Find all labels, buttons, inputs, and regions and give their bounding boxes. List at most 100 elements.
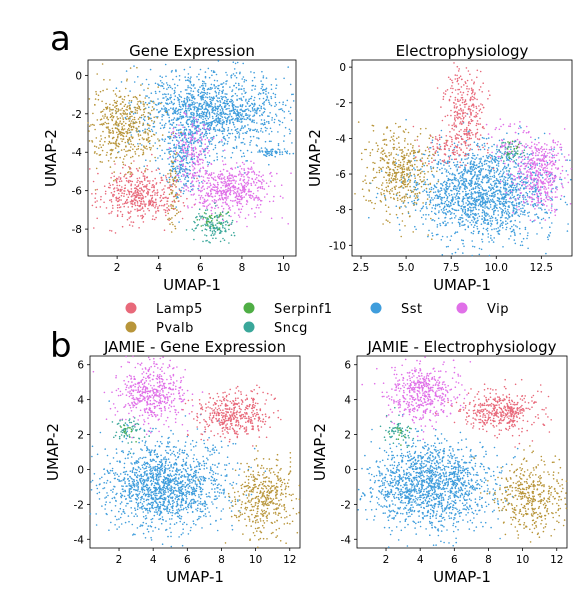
scatter-point [152,133,155,136]
scatter-point [500,208,502,210]
scatter-point [234,192,237,194]
scatter-point [292,152,295,155]
scatter-point [221,122,224,124]
scatter-point [433,220,436,222]
scatter-point [542,217,545,220]
scatter-point [129,201,132,203]
scatter-point [222,130,224,132]
scatter-point [270,104,273,107]
scatter-point [201,107,204,110]
scatter-point [235,128,237,131]
scatter-point [235,82,237,85]
scatter-point [248,98,250,100]
scatter-point [130,122,132,125]
scatter-point [161,108,163,110]
scatter-point [254,103,256,106]
scatter-point [184,136,187,139]
scatter-point [166,203,168,205]
scatter-point [250,97,252,100]
scatter-point [206,182,209,184]
scatter-point [262,76,265,79]
scatter-point [161,134,164,136]
scatter-point [135,187,138,190]
scatter-point [157,191,159,194]
scatter-point [261,186,264,188]
scatter-point [202,84,204,87]
scatter-point [432,191,435,194]
scatter-point [140,102,142,104]
scatter-point [275,115,278,117]
scatter-point [236,98,238,101]
scatter-point [236,204,239,207]
scatter-point [242,186,245,189]
scatter-point [123,124,125,127]
scatter-point [169,142,171,145]
scatter-point [255,112,258,115]
scatter-point [533,190,535,193]
scatter-point [205,113,208,115]
scatter-point [152,180,154,182]
scatter-point [513,204,516,207]
scatter-point [224,178,226,181]
scatter-point [202,151,205,153]
scatter-point [238,200,241,203]
scatter-point [527,215,530,217]
scatter-point [279,153,281,156]
scatter-point [184,112,187,115]
scatter-point [98,147,100,149]
scatter-point [208,116,211,118]
scatter-point [262,75,265,77]
scatter-point [215,86,217,88]
scatter-point [456,169,459,172]
scatter-point [251,177,253,180]
scatter-point [484,205,486,207]
scatter-point [248,127,250,130]
scatter-point [178,200,180,202]
scatter-point [259,109,261,112]
scatter-point [198,127,200,130]
scatter-point [112,136,114,139]
scatter-point [156,194,159,196]
scatter-point [168,84,171,87]
scatter-point [234,188,236,191]
scatter-point [180,96,183,98]
scatter-point [211,115,214,118]
scatter-point [432,199,434,201]
scatter-point [503,181,505,184]
scatter-point [163,229,166,231]
scatter-point [170,184,172,186]
scatter-point [260,175,263,178]
scatter-point [93,227,95,229]
scatter-point [237,82,240,85]
scatter-point [456,231,459,233]
scatter-point [234,105,237,108]
scatter-point [109,199,111,202]
scatter-point [494,195,496,197]
scatter-point [413,181,416,183]
scatter-point [466,215,468,217]
scatter-point [261,179,264,181]
scatter-point [198,113,201,115]
scatter-point [108,140,111,143]
scatter-point [206,122,208,124]
scatter-point [271,175,273,177]
scatter-point [219,175,221,178]
scatter-point [491,198,494,201]
scatter-point [518,227,521,230]
scatter-point [148,203,150,206]
scatter-point [496,204,498,206]
scatter-point [175,147,177,150]
scatter-point [202,103,205,106]
scatter-point [174,207,176,210]
scatter-point [172,132,174,134]
scatter-point [244,114,247,116]
scatter-point [147,180,150,182]
scatter-point [175,107,178,109]
scatter-point [119,188,122,191]
scatter-point [139,197,141,199]
scatter-point [125,173,127,175]
scatter-point [161,115,163,118]
scatter-point [126,129,129,131]
scatter-point [143,119,146,122]
scatter-point [130,156,132,159]
